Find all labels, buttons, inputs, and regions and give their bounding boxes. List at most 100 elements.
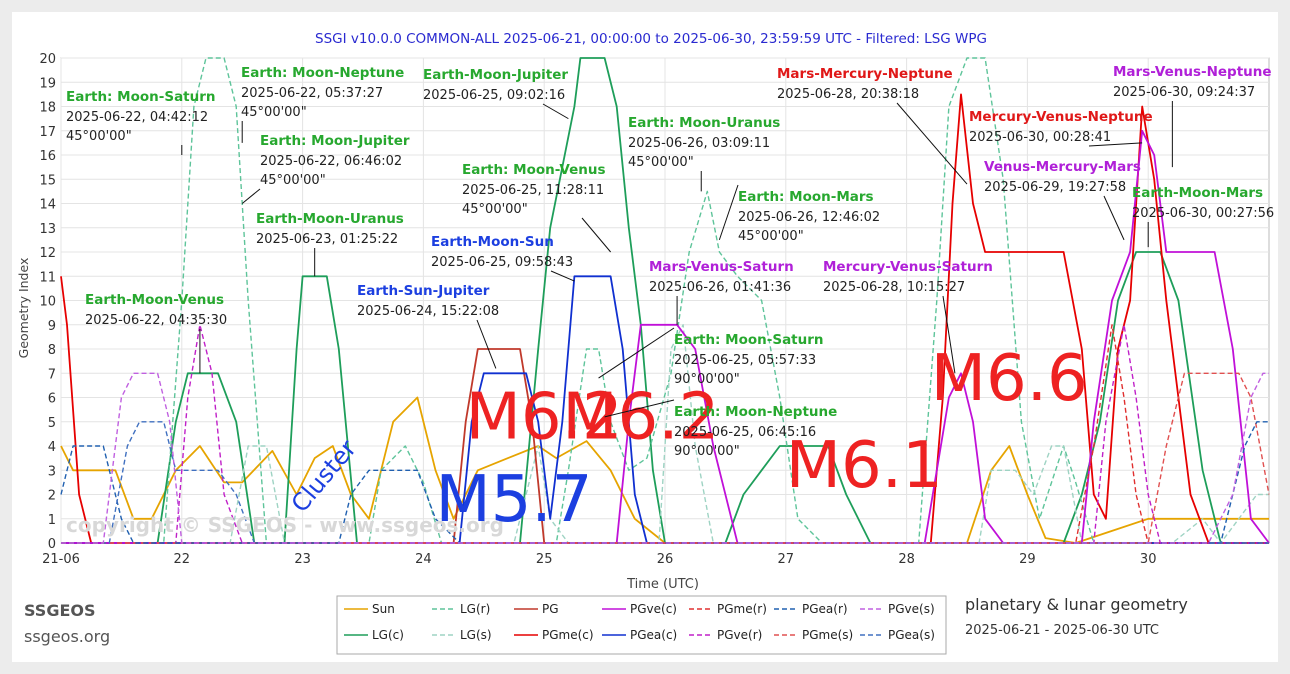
annotation-leader bbox=[476, 319, 497, 369]
annotation-date: 2025-06-22, 06:46:02 bbox=[260, 154, 402, 169]
y-tick-label: 16 bbox=[39, 149, 56, 164]
y-tick-label: 11 bbox=[39, 270, 56, 285]
annotation-title: Earth-Moon-Uranus bbox=[256, 211, 404, 227]
annotation-title: Earth-Moon-Sun bbox=[431, 234, 554, 250]
annotation-date: 2025-06-28, 20:38:18 bbox=[777, 87, 919, 102]
footer-site: ssgeos.org bbox=[24, 627, 110, 646]
footer-subtitle: planetary & lunar geometry bbox=[965, 595, 1188, 614]
legend-entry: PGve(c) bbox=[630, 602, 677, 616]
x-tick-label: 24 bbox=[415, 552, 432, 567]
y-tick-label: 9 bbox=[48, 319, 56, 334]
annotation-title: Earth-Moon-Venus bbox=[85, 292, 224, 308]
watermark: copyright © SSGEOS - www.ssgeos.org bbox=[66, 513, 504, 537]
series-pgvec bbox=[61, 129, 1270, 544]
x-tick-label: 21-06 bbox=[42, 552, 80, 567]
annotation-title: Earth-Moon-Mars bbox=[1132, 185, 1263, 201]
y-tick-label: 10 bbox=[39, 295, 56, 310]
legend-entry: PG bbox=[542, 602, 559, 616]
annotation-title: Earth: Moon-Uranus bbox=[628, 115, 780, 131]
chart-title: SSGI v10.0.0 COMMON-ALL 2025-06-21, 00:0… bbox=[315, 31, 987, 47]
annotation-title: Earth: Moon-Neptune bbox=[241, 65, 404, 81]
annotation-title: Earth: Moon-Saturn bbox=[674, 332, 824, 348]
x-tick-label: 22 bbox=[174, 552, 191, 567]
x-tick-label: 29 bbox=[1019, 552, 1036, 567]
annotation-title: Mercury-Venus-Saturn bbox=[823, 259, 993, 275]
annotation-angle: 45°00'00" bbox=[66, 129, 132, 144]
x-tick-label: 27 bbox=[778, 552, 795, 567]
series-pgmes bbox=[61, 372, 1270, 544]
series-pgeac bbox=[61, 275, 1269, 544]
legend-entry: PGme(s) bbox=[802, 628, 853, 642]
quake-label: M6.2 bbox=[466, 381, 623, 455]
y-tick-label: 14 bbox=[39, 198, 56, 213]
annotation-title: Mercury-Venus-Neptune bbox=[969, 109, 1153, 125]
series-pg bbox=[61, 348, 1269, 544]
annotation-leader bbox=[598, 327, 675, 379]
y-tick-label: 4 bbox=[48, 440, 56, 455]
y-tick-label: 6 bbox=[48, 392, 56, 407]
annotation-leader bbox=[550, 270, 575, 282]
annotation-title: Mars-Venus-Saturn bbox=[649, 259, 794, 275]
annotation-angle: 45°00'00" bbox=[241, 105, 307, 120]
annotation-title: Earth: Moon-Venus bbox=[462, 162, 606, 178]
annotation-date: 2025-06-22, 05:37:27 bbox=[241, 86, 383, 101]
annotation-date: 2025-06-30, 00:27:56 bbox=[1132, 206, 1274, 221]
annotation-title: Earth: Moon-Mars bbox=[738, 189, 874, 205]
annotation-date: 2025-06-25, 11:28:11 bbox=[462, 183, 604, 198]
series-pgver bbox=[61, 324, 1269, 544]
series-pgves bbox=[61, 372, 1269, 544]
legend-entry: PGea(c) bbox=[630, 628, 677, 642]
y-tick-label: 7 bbox=[48, 367, 56, 382]
legend-entry: LG(r) bbox=[460, 602, 490, 616]
y-tick-label: 1 bbox=[48, 513, 56, 528]
annotation-leader bbox=[241, 188, 261, 204]
y-tick-label: 12 bbox=[39, 246, 56, 261]
annotation-date: 2025-06-25, 09:02:16 bbox=[423, 88, 565, 103]
footer-range: 2025-06-21 - 2025-06-30 UTC bbox=[965, 623, 1159, 638]
annotation-date: 2025-06-26, 01:41:36 bbox=[649, 280, 791, 295]
x-tick-label: 26 bbox=[657, 552, 674, 567]
annotation-leader bbox=[1103, 195, 1125, 241]
series-pgmer bbox=[61, 324, 1269, 544]
legend-entry: PGea(r) bbox=[802, 602, 848, 616]
annotation-date: 2025-06-29, 19:27:58 bbox=[984, 180, 1126, 195]
annotation-title: Earth: Moon-Saturn bbox=[66, 89, 216, 105]
annotation-layer: Earth: Moon-Saturn 2025-06-22, 04:42:12 45… bbox=[66, 64, 1274, 459]
annotation-date: 2025-06-22, 04:35:30 bbox=[85, 313, 227, 328]
x-tick-label: 28 bbox=[898, 552, 915, 567]
annotation-title: Earth: Moon-Jupiter bbox=[260, 133, 410, 149]
y-tick-label: 20 bbox=[39, 52, 56, 67]
annotation-date: 2025-06-25, 05:57:33 bbox=[674, 353, 816, 368]
annotation-date: 2025-06-25, 09:58:43 bbox=[431, 255, 573, 270]
annotation-angle: 45°00'00" bbox=[462, 202, 528, 217]
annotation-date: 2025-06-30, 09:24:37 bbox=[1113, 85, 1255, 100]
annotation-date: 2025-06-26, 03:09:11 bbox=[628, 136, 770, 151]
annotation-leader bbox=[896, 102, 968, 185]
x-axis-label: Time (UTC) bbox=[626, 577, 699, 592]
series-pgear bbox=[60, 421, 1269, 544]
annotation-title: Earth: Moon-Neptune bbox=[674, 404, 837, 420]
annotation-leader bbox=[718, 184, 739, 241]
annotation-date: 2025-06-30, 00:28:41 bbox=[969, 130, 1111, 145]
y-tick-label: 17 bbox=[39, 125, 56, 140]
annotation-angle: 90°00'00" bbox=[674, 372, 740, 387]
legend-entry: LG(s) bbox=[460, 628, 492, 642]
legend-entry: Sun bbox=[372, 602, 395, 616]
annotation-leader bbox=[604, 399, 675, 418]
annotation-angle: 45°00'00" bbox=[738, 229, 804, 244]
series-layer bbox=[60, 57, 1270, 544]
series-lgr bbox=[61, 57, 1269, 544]
y-tick-label: 13 bbox=[39, 222, 56, 237]
y-tick-label: 19 bbox=[39, 76, 56, 91]
y-tick-label: 0 bbox=[48, 537, 56, 552]
quake-label: M6.6 bbox=[931, 342, 1088, 416]
series-pgeas bbox=[61, 421, 1269, 544]
quake-label: M5.7 bbox=[435, 463, 592, 537]
annotation-angle: 45°00'00" bbox=[260, 173, 326, 188]
series-sun bbox=[60, 396, 1269, 544]
x-tick-label: 25 bbox=[536, 552, 553, 567]
annotation-title: Earth-Moon-Jupiter bbox=[423, 67, 568, 83]
